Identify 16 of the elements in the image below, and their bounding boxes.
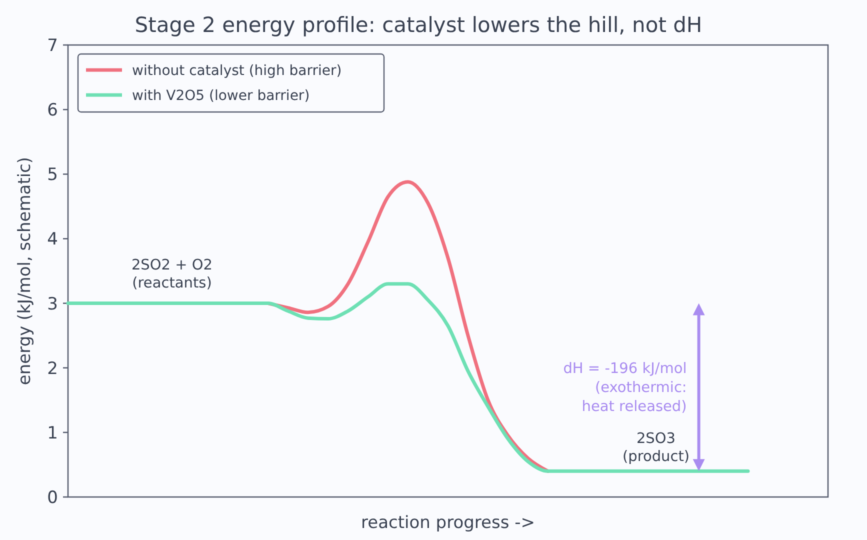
- annotation: 2SO3 (product): [622, 431, 690, 466]
- annotation: dH = -196 kJ/mol (exothermic: heat released): [563, 361, 687, 416]
- annotation: 2SO2 + O2 (reactants): [131, 257, 213, 292]
- y-tick-label: 7: [47, 36, 58, 56]
- chart-title: Stage 2 energy profile: catalyst lowers the hill, not dH: [134, 13, 702, 37]
- x-axis-title: reaction progress ->: [361, 513, 535, 533]
- y-tick-label: 6: [47, 100, 58, 121]
- y-tick-label: 2: [47, 358, 58, 379]
- y-axis-title: energy (kJ/mol, schematic): [15, 156, 35, 386]
- legend-label: with V2O5 (lower barrier): [132, 88, 310, 104]
- legend-label: without catalyst (high barrier): [132, 63, 342, 79]
- y-tick-label: 5: [47, 165, 58, 186]
- y-tick-label: 1: [47, 423, 58, 444]
- y-tick-label: 0: [47, 488, 58, 508]
- y-tick-label: 4: [47, 230, 58, 250]
- y-tick-label: 3: [47, 294, 58, 314]
